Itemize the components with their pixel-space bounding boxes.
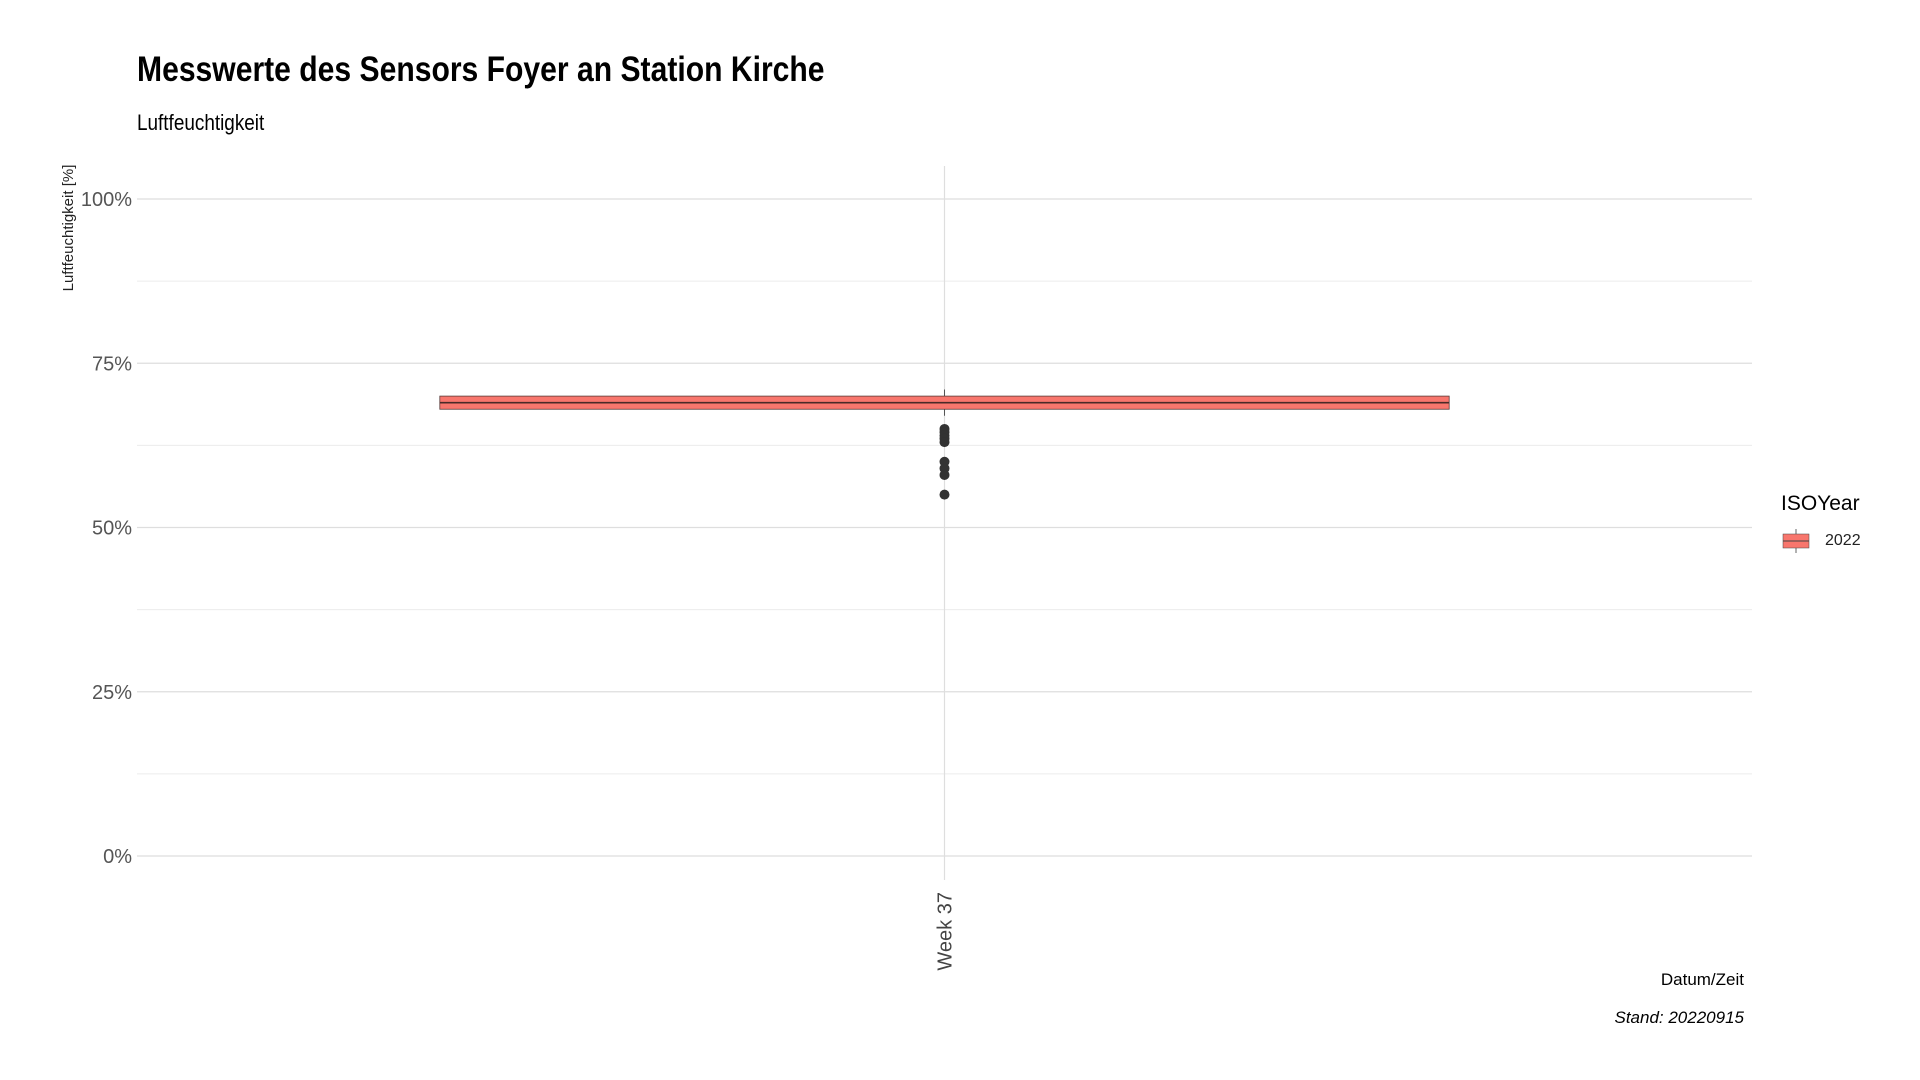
y-tick-label: 100% — [81, 189, 132, 211]
x-axis-label: Datum/Zeit — [1660, 970, 1744, 989]
y-axis-title: Luftfeuchtigkeit [%] — [60, 165, 77, 292]
legend-label-2022: 2022 — [1825, 532, 1861, 549]
y-tick-label: 50% — [92, 518, 132, 540]
outlier-point — [939, 469, 950, 480]
y-tick-label: 25% — [92, 682, 132, 704]
chart-subtitle: Luftfeuchtigkeit — [137, 110, 265, 135]
chart-title: Messwerte des Sensors Foyer an Station K… — [137, 50, 825, 89]
x-tick-label: Week 37 — [935, 892, 957, 971]
y-tick-label: 75% — [92, 353, 132, 375]
outlier-point — [939, 489, 950, 500]
legend-title: ISOYear — [1781, 492, 1860, 515]
outlier-point — [939, 437, 950, 448]
y-tick-label: 0% — [103, 846, 132, 868]
caption-stand: Stand: 20220915 — [1614, 1008, 1744, 1027]
legend-key-2022 — [1782, 529, 1810, 553]
